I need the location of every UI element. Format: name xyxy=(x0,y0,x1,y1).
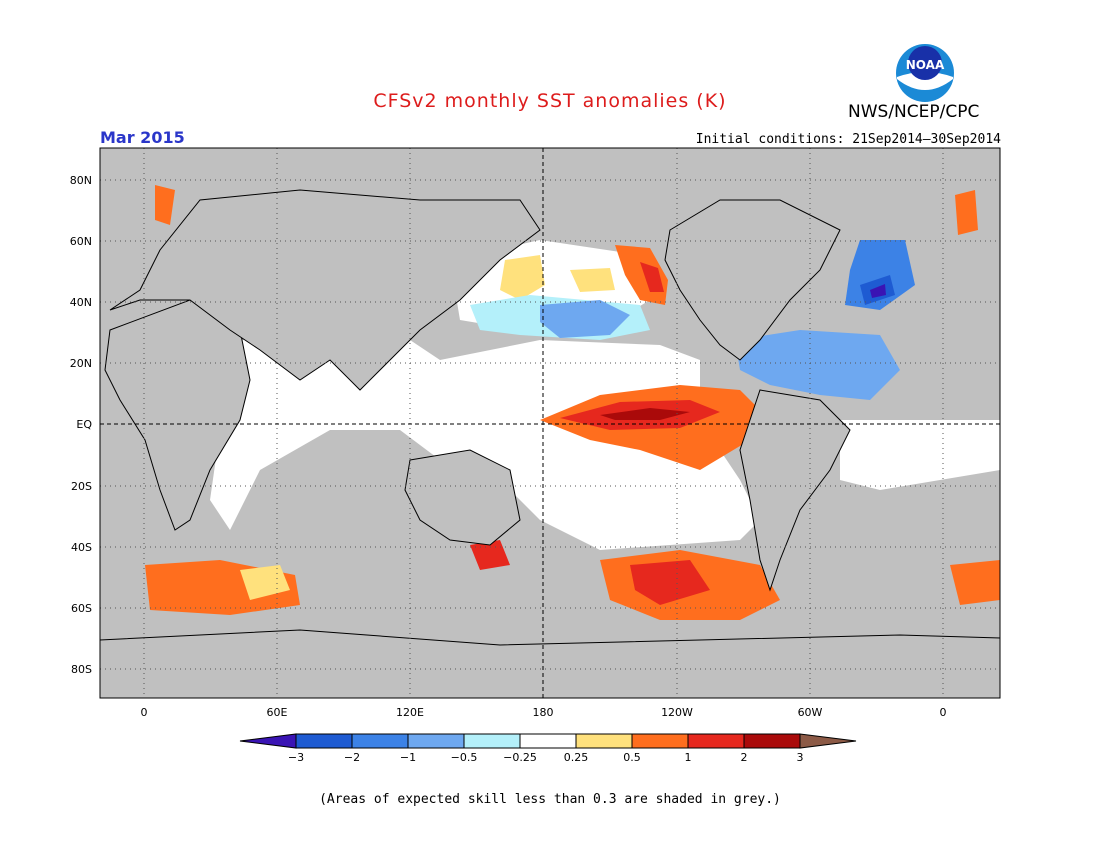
lat-label: 80N xyxy=(70,174,92,187)
eurasia xyxy=(109,189,541,391)
colorbar-label: −0.5 xyxy=(451,751,478,764)
lat-label: 20S xyxy=(71,480,92,493)
colorbar-label: 0.5 xyxy=(623,751,641,764)
ne-pacific-strong-anomaly xyxy=(640,262,664,292)
lat-label: 40N xyxy=(70,296,92,309)
colorbar-swatch xyxy=(295,733,353,749)
noaa-logo-text: NOAA xyxy=(906,58,945,72)
n-atlantic-deep-core xyxy=(870,284,886,298)
credit-label: NWS/NCEP/CPC xyxy=(848,102,980,122)
lat-label: 20N xyxy=(70,357,92,370)
arctic-warm-west xyxy=(155,185,175,225)
lat-label: EQ xyxy=(76,418,92,431)
s-pacific-strong-anomaly xyxy=(630,560,710,605)
colorbar-label: 3 xyxy=(797,751,804,764)
s-atlantic-warm xyxy=(950,560,1000,605)
initial-conditions-label: Initial conditions: 21Sep2014–30Sep2014 xyxy=(695,132,1001,147)
colorbar-swatch xyxy=(351,733,409,749)
colorbar-label: 1 xyxy=(685,751,692,764)
colorbar-left-arrow xyxy=(239,733,297,749)
equatorial-core-anomaly xyxy=(600,408,690,420)
south-america xyxy=(739,389,851,592)
colorbar-swatch xyxy=(687,733,745,749)
australia xyxy=(404,449,521,546)
colorbar-label: 2 xyxy=(741,751,748,764)
lon-label: 60E xyxy=(267,706,288,719)
north-america xyxy=(664,199,841,361)
colorbar-label: −3 xyxy=(288,751,304,764)
colorbar-swatch xyxy=(463,733,521,749)
colorbar: −3 −2 −1 −0.5 −0.25 0.25 0.5 1 2 3 xyxy=(239,733,857,764)
n-pacific-yellow-2 xyxy=(570,268,615,292)
noaa-logo: NOAA xyxy=(895,43,955,103)
colorbar-label: −1 xyxy=(400,751,416,764)
graticule xyxy=(100,148,1000,698)
lon-label: 0 xyxy=(940,706,947,719)
lat-label: 80S xyxy=(71,663,92,676)
colorbar-swatch xyxy=(575,733,633,749)
lon-label: 60W xyxy=(798,706,823,719)
n-pacific-yellow xyxy=(500,255,545,300)
lon-label: 0 xyxy=(141,706,148,719)
lat-label: 60S xyxy=(71,602,92,615)
n-atlantic-cold-anomaly xyxy=(735,330,900,400)
colorbar-label: 0.25 xyxy=(564,751,589,764)
colorbar-swatch xyxy=(407,733,465,749)
map-frame xyxy=(99,147,1001,699)
lon-label: 120W xyxy=(661,706,693,719)
lon-label: 180 xyxy=(533,706,554,719)
colorbar-label: −2 xyxy=(344,751,360,764)
colorbar-swatch xyxy=(631,733,689,749)
arctic-warm-east xyxy=(955,190,978,235)
footnote: (Areas of expected skill less than 0.3 a… xyxy=(319,792,781,807)
chart-title: CFSv2 monthly SST anomalies (K) xyxy=(373,90,727,112)
n-pacific-cold-core xyxy=(540,300,630,338)
ocean-white-zone-3 xyxy=(840,420,1000,490)
latitude-labels: 80N 60N 40N 20N EQ 20S 40S 60S 80S xyxy=(70,174,93,676)
longitude-labels: 0 60E 120E 180 120W 60W 0 xyxy=(141,706,947,719)
colorbar-swatch xyxy=(519,733,577,749)
lat-label: 40S xyxy=(71,541,92,554)
lon-label: 120E xyxy=(396,706,424,719)
continents xyxy=(99,189,1001,699)
colorbar-label: −0.25 xyxy=(503,751,537,764)
colorbar-right-arrow xyxy=(799,733,857,749)
lat-label: 60N xyxy=(70,235,92,248)
colorbar-swatch xyxy=(743,733,801,749)
valid-month-label: Mar 2015 xyxy=(100,128,185,147)
